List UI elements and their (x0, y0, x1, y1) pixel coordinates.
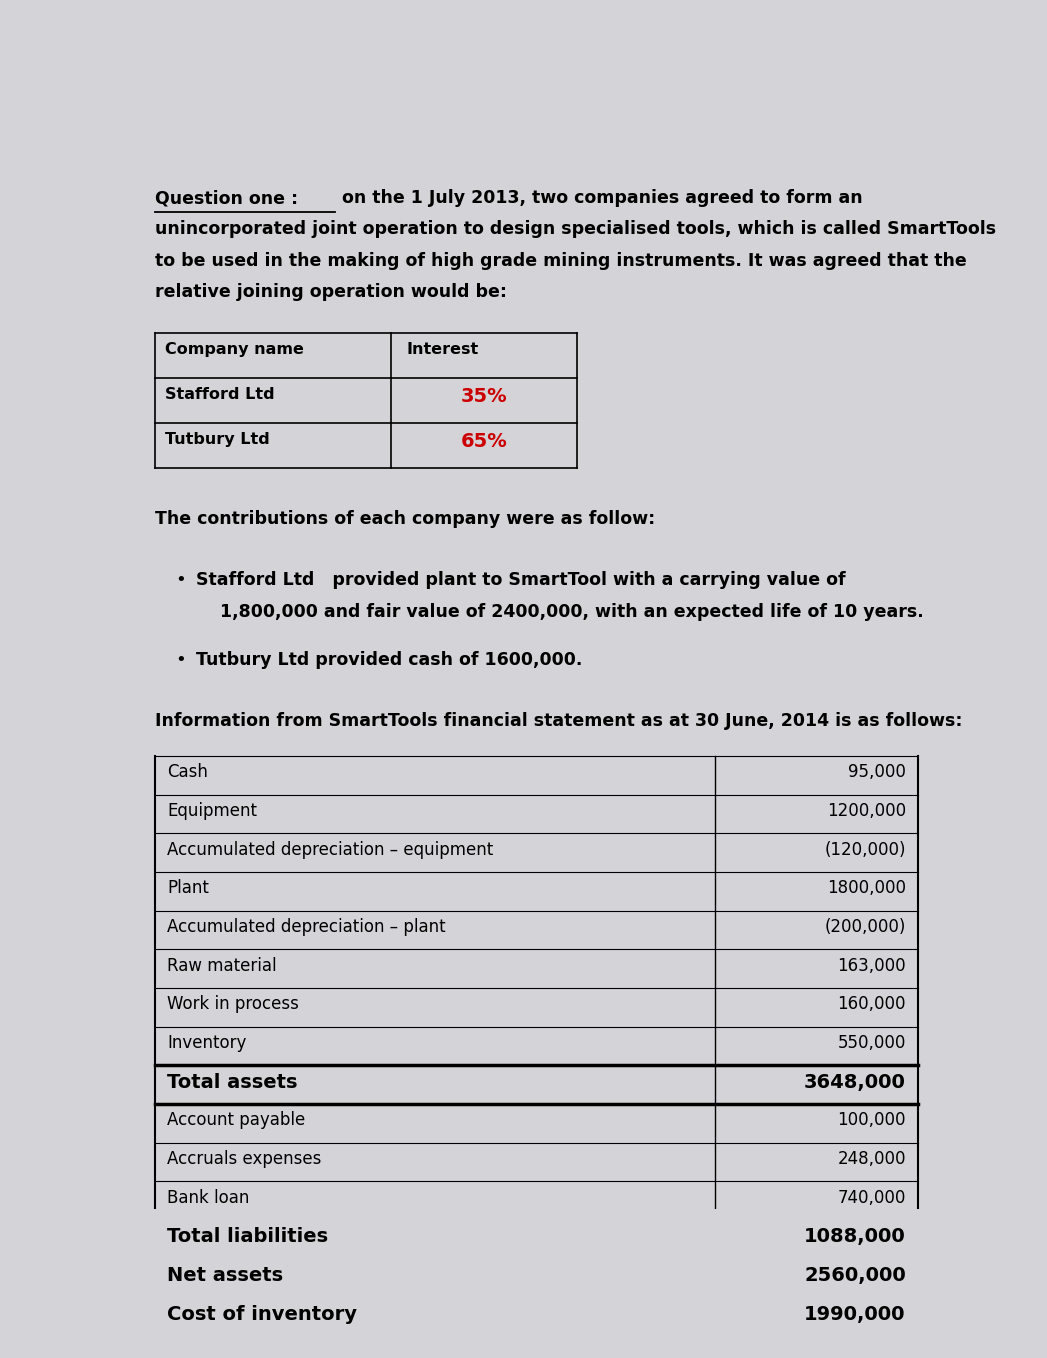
Text: 3648,000: 3648,000 (804, 1073, 906, 1092)
Text: Bank loan: Bank loan (168, 1188, 250, 1207)
Text: relative joining operation would be:: relative joining operation would be: (155, 284, 507, 301)
Text: Total assets: Total assets (168, 1073, 298, 1092)
Text: Tutbury Ltd provided cash of 1600,000.: Tutbury Ltd provided cash of 1600,000. (196, 652, 582, 669)
Text: •: • (176, 570, 186, 589)
Text: 95,000: 95,000 (848, 763, 906, 781)
Text: Question one :: Question one : (155, 189, 298, 208)
Text: unincorporated joint operation to design specialised tools, which is called Smar: unincorporated joint operation to design… (155, 220, 997, 239)
Text: Inventory: Inventory (168, 1033, 247, 1052)
Text: Account payable: Account payable (168, 1111, 306, 1130)
Text: Information from SmartTools financial statement as at 30 June, 2014 is as follow: Information from SmartTools financial st… (155, 712, 963, 731)
Text: Total liabilities: Total liabilities (168, 1228, 329, 1247)
Text: 65%: 65% (461, 432, 507, 451)
Text: (120,000): (120,000) (824, 841, 906, 858)
Text: 163,000: 163,000 (838, 956, 906, 975)
Text: Cost of inventory: Cost of inventory (168, 1305, 357, 1324)
Text: on the 1 July 2013, two companies agreed to form an: on the 1 July 2013, two companies agreed… (336, 189, 863, 208)
Text: Stafford Ltd: Stafford Ltd (165, 387, 274, 402)
Text: 160,000: 160,000 (838, 995, 906, 1013)
Text: 1,800,000 and fair value of 2400,000, with an expected life of 10 years.: 1,800,000 and fair value of 2400,000, wi… (196, 603, 923, 621)
Text: Accumulated depreciation – equipment: Accumulated depreciation – equipment (168, 841, 493, 858)
Text: Plant: Plant (168, 879, 209, 898)
Text: Equipment: Equipment (168, 801, 258, 820)
Text: Company name: Company name (165, 342, 304, 357)
Text: to be used in the making of high grade mining instruments. It was agreed that th: to be used in the making of high grade m… (155, 251, 967, 270)
Text: (200,000): (200,000) (824, 918, 906, 936)
Text: The contributions of each company were as follow:: The contributions of each company were a… (155, 511, 655, 528)
Text: Cash: Cash (168, 763, 208, 781)
Text: Raw material: Raw material (168, 956, 277, 975)
Text: 1800,000: 1800,000 (827, 879, 906, 898)
Text: Interest: Interest (407, 342, 480, 357)
Text: Net assets: Net assets (168, 1266, 284, 1285)
Text: 1200,000: 1200,000 (827, 801, 906, 820)
Text: 1088,000: 1088,000 (804, 1228, 906, 1247)
Text: Accumulated depreciation – plant: Accumulated depreciation – plant (168, 918, 446, 936)
Text: Work in process: Work in process (168, 995, 299, 1013)
Text: Accruals expenses: Accruals expenses (168, 1150, 321, 1168)
Text: 100,000: 100,000 (838, 1111, 906, 1130)
Text: •: • (176, 652, 186, 669)
Text: 550,000: 550,000 (838, 1033, 906, 1052)
Text: Tutbury Ltd: Tutbury Ltd (165, 432, 270, 447)
Text: 248,000: 248,000 (838, 1150, 906, 1168)
Text: 1990,000: 1990,000 (804, 1305, 906, 1324)
Text: Stafford Ltd   provided plant to SmartTool with a carrying value of: Stafford Ltd provided plant to SmartTool… (196, 570, 845, 589)
Text: 740,000: 740,000 (838, 1188, 906, 1207)
Text: 35%: 35% (461, 387, 507, 406)
Text: 2560,000: 2560,000 (804, 1266, 906, 1285)
